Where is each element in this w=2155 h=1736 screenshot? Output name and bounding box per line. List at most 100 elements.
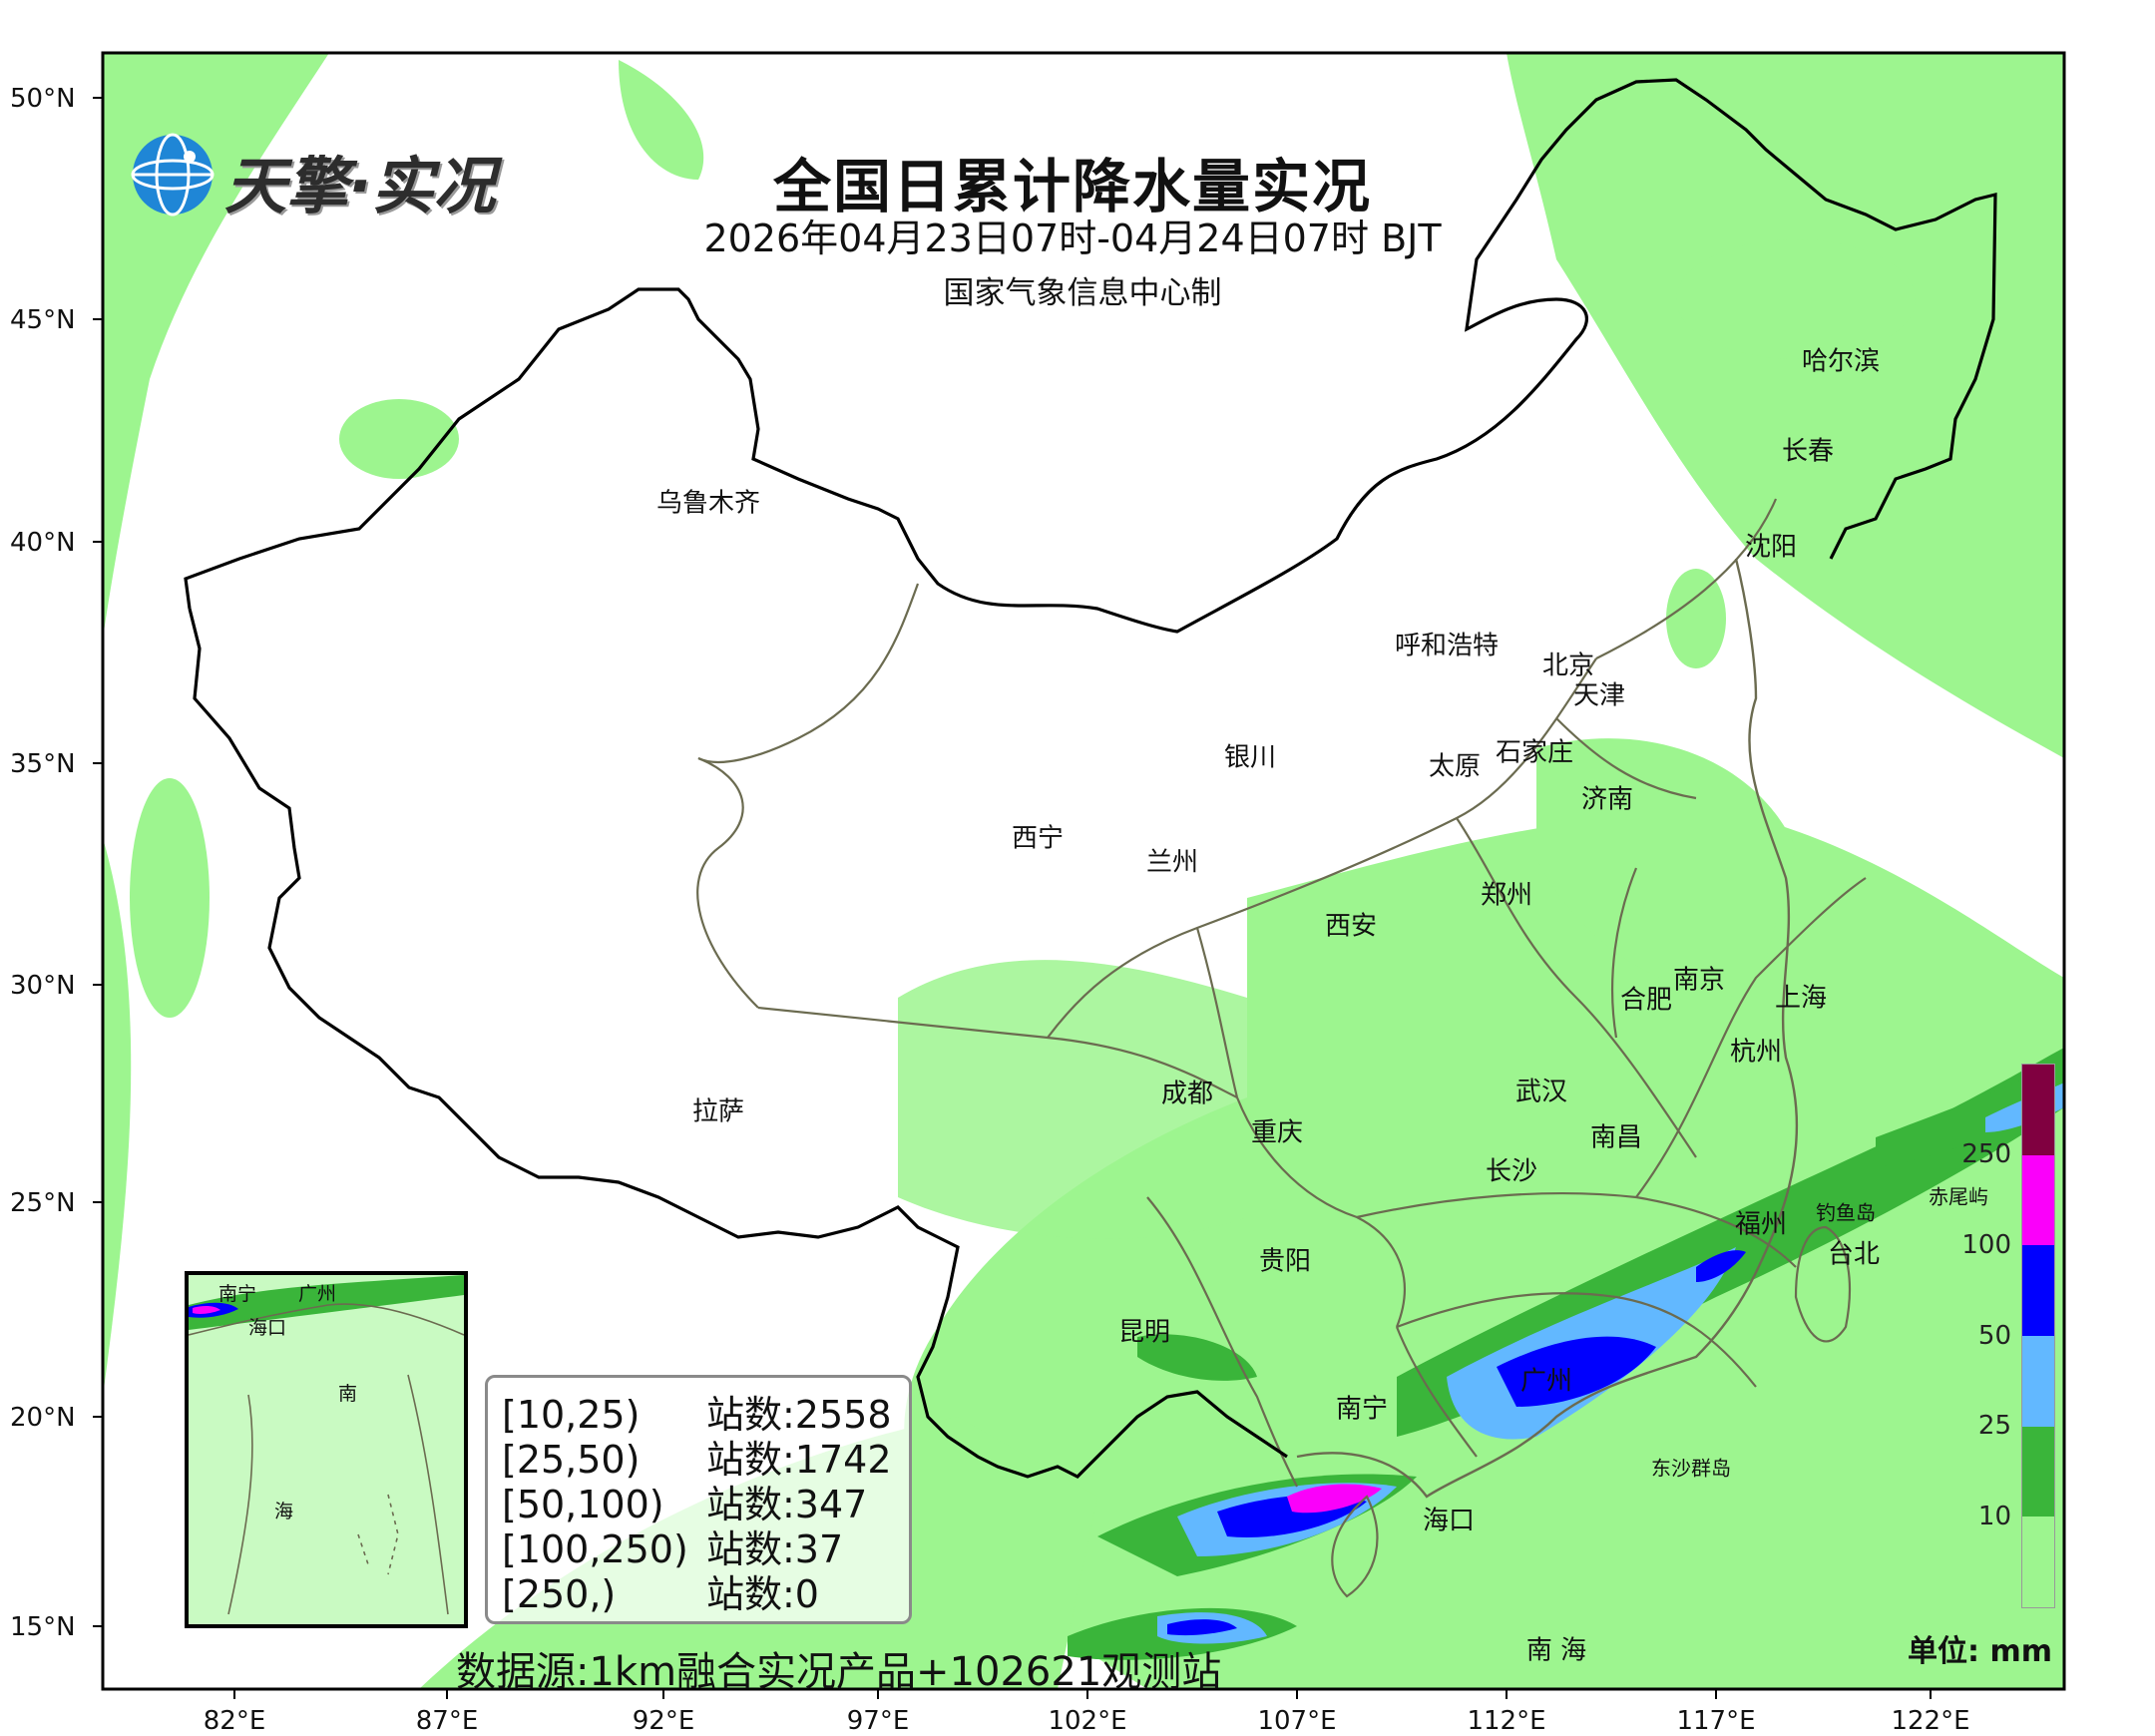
city-shanghai: 上海 <box>1774 983 1828 1014</box>
hainan-island <box>1331 1495 1379 1598</box>
map-frame <box>101 51 2066 1691</box>
city-jinan: 济南 <box>1580 784 1634 815</box>
lon-label-112: 112°E <box>1467 1706 1546 1736</box>
lat-ticks <box>93 97 103 1627</box>
cbar-tick-100: 100 <box>1961 1230 2011 1260</box>
national-border-north <box>184 78 1997 634</box>
data-source-label: 数据源:1km融合实况产品+102621观测站 <box>456 1649 1222 1695</box>
colorbar-segment <box>2022 1426 2054 1518</box>
city-chengdu: 成都 <box>1160 1079 1214 1109</box>
lon-label-92: 92°E <box>632 1706 695 1736</box>
city-beijing: 北京 <box>1541 651 1595 681</box>
lon-label-97: 97°E <box>846 1706 910 1736</box>
coastline <box>1296 558 1799 1499</box>
colorbar-segment <box>2022 1517 2054 1607</box>
globe-icon <box>131 133 215 217</box>
city-haikou: 海口 <box>1422 1506 1476 1536</box>
lat-label-50: 50°N <box>10 84 76 114</box>
lat-label-20: 20°N <box>10 1403 76 1433</box>
legend-range: [50,100) <box>502 1483 664 1526</box>
city-taipei: 台北 <box>1827 1239 1881 1270</box>
legend-count: 站数:347 <box>706 1483 868 1526</box>
cbar-tick-10: 10 <box>1977 1502 2011 1531</box>
legend-row-4: [100,250) 站数:37 <box>502 1519 843 1573</box>
legend-range: [100,250) <box>502 1527 688 1571</box>
city-diaoyudao: 钓鱼岛 <box>1816 1200 1876 1225</box>
legend-row-5: [250,) 站数:0 <box>502 1563 819 1618</box>
map-subtitle: 2026年04月23日07时-04月24日07时 BJT <box>703 217 1442 260</box>
city-yinchuan: 银川 <box>1223 742 1277 773</box>
city-harbin: 哈尔滨 <box>1801 346 1881 377</box>
city-guangzhou: 广州 <box>1519 1366 1573 1397</box>
city-nanning: 南宁 <box>1335 1394 1389 1425</box>
cbar-tick-250: 250 <box>1961 1139 2011 1169</box>
legend-row-1: [10,25) 站数:2558 <box>502 1384 892 1439</box>
lon-label-117: 117°E <box>1676 1706 1756 1736</box>
cbar-tick-50: 50 <box>1977 1321 2011 1351</box>
city-hohhot: 呼和浩特 <box>1394 631 1500 661</box>
city-tianjin: 天津 <box>1572 680 1626 711</box>
inset-map <box>189 1275 464 1624</box>
logo-text: 天擎·实况 <box>224 150 496 222</box>
city-chiweiyu: 赤尾屿 <box>1929 1184 1988 1209</box>
city-changchun: 长春 <box>1781 436 1835 467</box>
lat-label-30: 30°N <box>10 971 76 1001</box>
legend-row-2: [25,50) 站数:1742 <box>502 1429 892 1484</box>
city-nanchang: 南昌 <box>1589 1122 1643 1153</box>
precipitation-colorbar <box>2021 1064 2055 1608</box>
taiwan-island <box>1794 1225 1852 1343</box>
precip-layer <box>103 53 2064 1689</box>
city-guiyang: 贵阳 <box>1258 1246 1312 1277</box>
lat-label-45: 45°N <box>10 305 76 335</box>
lon-ticks <box>233 1689 1932 1699</box>
lat-label-35: 35°N <box>10 749 76 779</box>
lon-label-87: 87°E <box>415 1706 479 1736</box>
legend-count: 站数:2558 <box>706 1393 892 1437</box>
producer-label: 国家气象信息中心制 <box>943 275 1222 311</box>
city-dongsha: 东沙群岛 <box>1651 1456 1731 1481</box>
map-title: 全国日累计降水量实况 <box>772 153 1373 220</box>
city-nanjing: 南京 <box>1672 965 1726 996</box>
city-taiyuan: 太原 <box>1428 751 1482 782</box>
colorbar-segment <box>2022 1245 2054 1336</box>
legend-count: 站数:37 <box>706 1527 844 1571</box>
lat-label-15: 15°N <box>10 1612 76 1642</box>
lon-label-107: 107°E <box>1257 1706 1337 1736</box>
province-borders <box>696 498 1867 1488</box>
unit-label: 单位: mm <box>1908 1634 2052 1669</box>
national-border-south <box>188 608 1288 1479</box>
colorbar-segment <box>2022 1065 2054 1155</box>
city-hangzhou: 杭州 <box>1729 1037 1783 1068</box>
legend-count: 站数:0 <box>706 1572 819 1616</box>
city-wuhan: 武汉 <box>1514 1077 1568 1107</box>
city-xian: 西安 <box>1324 911 1378 942</box>
south-china-sea-inset: 南宁 广州 海口 南 海 <box>185 1271 468 1628</box>
city-shenyang: 沈阳 <box>1744 532 1798 563</box>
inset-guangzhou: 广州 <box>298 1283 337 1305</box>
city-zhengzhou: 郑州 <box>1480 880 1533 911</box>
city-changsha: 长沙 <box>1485 1156 1538 1187</box>
inset-hai: 海 <box>274 1501 294 1522</box>
legend-range: [10,25) <box>502 1393 641 1437</box>
city-fuzhou: 福州 <box>1734 1209 1788 1240</box>
legend-range: [250,) <box>502 1572 617 1616</box>
station-count-legend: [10,25) 站数:2558 [25,50) 站数:1742 [50,100) 站数… <box>485 1375 912 1624</box>
colorbar-segment <box>2022 1154 2054 1246</box>
lat-label-40: 40°N <box>10 528 76 558</box>
city-chongqing: 重庆 <box>1250 1117 1304 1148</box>
lon-label-102: 102°E <box>1048 1706 1127 1736</box>
legend-count: 站数:1742 <box>706 1438 892 1482</box>
lat-label-25: 25°N <box>10 1188 76 1218</box>
city-lhasa: 拉萨 <box>691 1096 745 1127</box>
city-urumqi: 乌鲁木齐 <box>655 488 761 519</box>
city-xining: 西宁 <box>1011 823 1065 854</box>
inset-haikou: 海口 <box>248 1317 287 1339</box>
legend-row-3: [50,100) 站数:347 <box>502 1474 867 1528</box>
legend-range: [25,50) <box>502 1438 641 1482</box>
lon-label-122: 122°E <box>1891 1706 1970 1736</box>
cbar-tick-25: 25 <box>1977 1411 2011 1441</box>
city-hefei: 合肥 <box>1619 985 1673 1016</box>
colorbar-segment <box>2022 1336 2054 1427</box>
inset-nanning: 南宁 <box>218 1283 257 1305</box>
city-lanzhou: 兰州 <box>1145 847 1199 878</box>
